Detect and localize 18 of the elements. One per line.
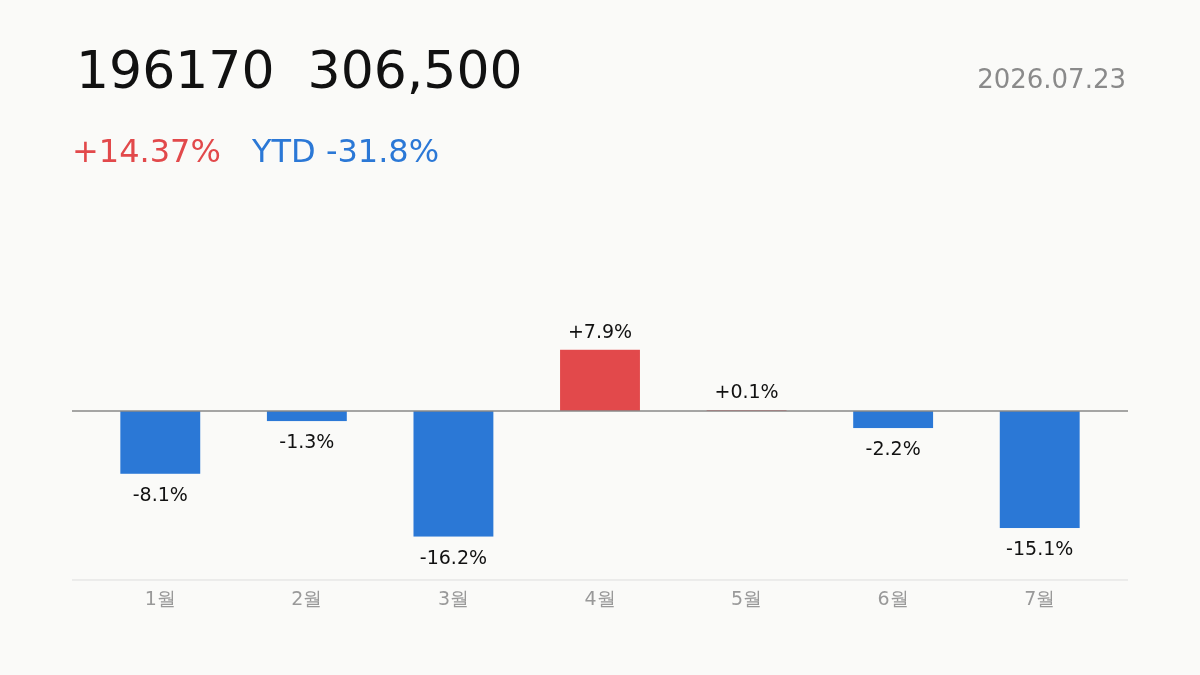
chart-title: 196170 306,500 xyxy=(76,40,523,100)
x-tick-label: 3월 xyxy=(437,587,469,609)
data-label: -15.1% xyxy=(1006,537,1074,560)
data-label: -2.2% xyxy=(865,437,921,460)
text: 2026.07.23 xyxy=(977,64,1126,94)
x-tick-label: 2월 xyxy=(291,587,323,609)
data-label: -8.1% xyxy=(132,482,188,505)
text: YTD -31.8% xyxy=(251,132,440,170)
x-tick-label: 6월 xyxy=(877,587,909,609)
data-label: +7.9% xyxy=(567,319,633,342)
x-tick-label: 1월 xyxy=(144,587,176,609)
x-tick-label: 7월 xyxy=(1024,587,1056,609)
data-label: -1.3% xyxy=(279,430,335,453)
x-tick-label: 4월 xyxy=(584,587,616,609)
data-label: -16.2% xyxy=(419,545,488,568)
text: +14.37% xyxy=(72,132,221,170)
x-tick-label: 5월 xyxy=(731,587,763,609)
data-label: +0.1% xyxy=(714,380,779,403)
